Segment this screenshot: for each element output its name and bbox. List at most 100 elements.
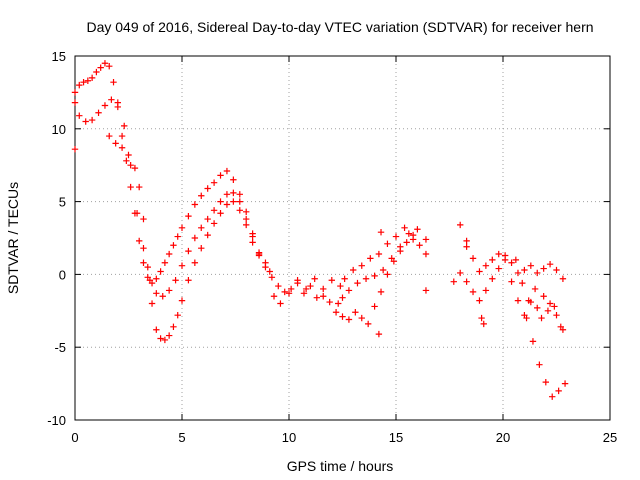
data-point	[367, 255, 374, 262]
y-tick-label: 10	[52, 122, 66, 137]
data-point	[157, 335, 164, 342]
data-point	[230, 176, 237, 183]
data-point	[311, 275, 318, 282]
data-point	[384, 271, 391, 278]
x-tick-label: 5	[178, 430, 185, 445]
data-point	[153, 326, 160, 333]
data-point	[326, 298, 333, 306]
data-point	[198, 224, 205, 232]
data-point	[332, 309, 340, 316]
data-point	[76, 112, 83, 119]
data-point	[210, 220, 218, 227]
data-point	[489, 256, 496, 264]
data-point	[82, 118, 89, 125]
data-point	[125, 151, 132, 159]
data-point	[140, 244, 147, 252]
data-point	[270, 293, 278, 300]
data-point	[204, 231, 211, 239]
data-point	[476, 297, 483, 304]
data-point	[95, 109, 102, 116]
data-point	[489, 275, 496, 282]
data-point	[294, 277, 301, 284]
data-point	[172, 277, 179, 284]
data-point	[405, 230, 413, 237]
data-point	[512, 256, 520, 264]
series-evening	[450, 221, 569, 400]
data-point	[364, 320, 372, 328]
data-point	[71, 99, 79, 106]
data-point	[555, 387, 562, 395]
data-point	[118, 132, 126, 140]
data-point	[546, 300, 554, 307]
data-point	[223, 191, 231, 198]
data-point	[540, 265, 547, 272]
data-point	[255, 252, 263, 259]
data-point	[354, 279, 361, 287]
data-point	[514, 269, 522, 277]
data-point	[178, 224, 186, 232]
data-point	[191, 234, 199, 242]
data-point	[110, 79, 117, 86]
data-point	[476, 268, 483, 275]
data-point	[266, 268, 273, 275]
x-tick-label: 10	[282, 430, 296, 445]
data-point	[546, 261, 554, 268]
y-tick-label: 15	[52, 49, 66, 64]
data-point	[165, 250, 173, 258]
data-point	[495, 250, 502, 258]
data-point	[463, 243, 470, 250]
data-point	[97, 64, 104, 71]
data-point	[384, 240, 391, 248]
data-point	[185, 212, 192, 220]
axis-ticks: 0 5 10 15 20 25 -10 -5 0 5 10 15	[47, 49, 617, 445]
data-point	[204, 185, 211, 192]
data-point	[469, 288, 477, 296]
data-point	[397, 243, 404, 250]
data-point	[480, 320, 487, 328]
data-point	[108, 96, 115, 103]
data-point	[148, 300, 156, 307]
data-point	[457, 221, 464, 229]
data-point	[422, 236, 430, 243]
data-point	[300, 290, 308, 297]
data-point	[178, 262, 186, 269]
data-point	[223, 167, 231, 175]
data-point	[71, 89, 79, 96]
data-point	[144, 263, 151, 271]
data-point	[527, 262, 535, 269]
data-point	[534, 304, 541, 312]
data-point	[140, 259, 147, 266]
data-point	[401, 224, 408, 232]
series-midday	[268, 224, 430, 338]
data-point	[133, 210, 141, 217]
data-point	[519, 279, 526, 287]
data-point	[377, 288, 385, 296]
data-point	[362, 275, 370, 282]
data-point	[285, 290, 293, 297]
data-point	[375, 330, 383, 338]
series-outliers	[71, 99, 430, 294]
chart-title: Day 049 of 2016, Sidereal Day-to-day VTE…	[86, 19, 593, 35]
data-point	[88, 74, 96, 82]
data-point	[249, 239, 256, 246]
data-point	[106, 132, 113, 140]
data-point	[275, 282, 282, 290]
data-point	[523, 314, 530, 322]
y-tick-label: -10	[47, 413, 66, 428]
data-point	[76, 81, 83, 89]
data-point	[538, 314, 545, 322]
data-point	[422, 250, 430, 258]
data-point	[118, 144, 126, 151]
data-point	[463, 237, 470, 245]
data-point	[457, 269, 464, 277]
y-tick-label: 0	[59, 267, 66, 282]
data-point	[127, 162, 134, 169]
plot-area-frame	[74, 55, 611, 421]
data-point	[534, 269, 541, 277]
data-point	[185, 277, 192, 284]
data-point	[243, 221, 250, 229]
data-point	[217, 198, 224, 205]
data-point	[112, 140, 119, 147]
data-point	[210, 207, 218, 214]
